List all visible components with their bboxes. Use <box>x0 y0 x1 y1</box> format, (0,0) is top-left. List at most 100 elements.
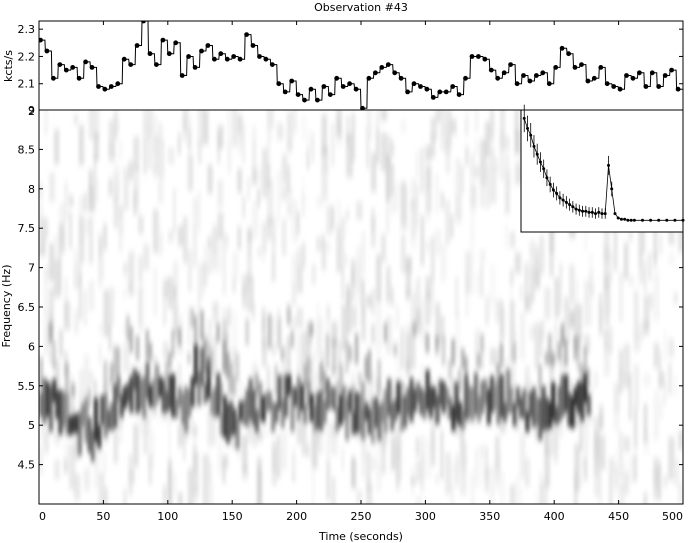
lightcurve-point <box>39 37 43 43</box>
lightcurve-point <box>469 54 475 59</box>
x-tick-label: 0 <box>39 510 46 523</box>
lightcurve-point <box>282 89 288 95</box>
lightcurve-point <box>134 43 140 48</box>
lightcurve-point <box>83 59 88 65</box>
spectrogram-panel: 4.5 5 5.5 6 6.5 7 7.5 8 8.5 9 0 50 100 150 200 250 300 3… <box>0 21 684 543</box>
lightcurve-y-ticks: 2 2.1 2.2 2.3 <box>18 23 683 118</box>
spectrogram-noise <box>39 110 683 504</box>
lightcurve-point <box>579 62 584 67</box>
lightcurve-point <box>115 81 121 87</box>
x-tick-label: 150 <box>222 510 243 523</box>
x-tick-label: 300 <box>415 510 436 523</box>
x-tick-label: 450 <box>608 510 629 523</box>
lightcurve-point <box>315 97 320 103</box>
chart-title: Observation #43 <box>314 1 408 14</box>
lightcurve-point <box>379 65 385 70</box>
lightcurve-point <box>166 51 172 57</box>
lightcurve-point <box>649 70 655 76</box>
lightcurve-point <box>482 56 488 62</box>
lightcurve-point <box>108 84 114 89</box>
lightcurve-series <box>39 21 683 111</box>
lightcurve-point <box>160 37 166 43</box>
lightcurve-point <box>591 75 597 81</box>
lightcurve-point <box>128 62 134 67</box>
y-axis-label: Frequency (Hz) <box>0 265 13 348</box>
y-tick-label: 5 <box>28 419 35 432</box>
y-tick-label: 8.5 <box>18 143 36 156</box>
lightcurve-point <box>179 73 185 78</box>
x-tick-label: 250 <box>351 510 372 523</box>
y-tick-label: 8 <box>28 183 35 196</box>
lightcurve-point <box>476 54 481 59</box>
lightcurve-point <box>669 67 674 73</box>
x-tick-label: 50 <box>96 510 110 523</box>
lightcurve-line <box>39 21 683 109</box>
lightcurve-point <box>398 75 404 81</box>
x-tick-label: 350 <box>479 510 500 523</box>
inset-series <box>522 104 685 222</box>
lightcurve-point <box>289 78 295 84</box>
lightcurve-point <box>418 84 423 89</box>
lightcurve-point <box>218 51 224 57</box>
lightcurve-point <box>637 70 642 76</box>
spectrogram-y-ticks: 4.5 5 5.5 6 6.5 7 7.5 8 8.5 9 <box>18 104 683 472</box>
lightcurve-point <box>604 81 610 87</box>
lightcurve-point <box>572 65 578 70</box>
lightcurve-point <box>514 81 520 87</box>
lightcurve-point <box>373 70 378 76</box>
lightcurve-panel: 2 2.1 2.2 2.3 kcts/s <box>2 20 684 118</box>
lightcurve-point <box>366 75 372 81</box>
x-tick-label: 500 <box>662 510 683 523</box>
lightcurve-point <box>443 89 449 95</box>
y-tick-label: 6 <box>28 340 35 353</box>
inset-line <box>523 118 683 221</box>
lightcurve-point <box>424 86 430 92</box>
x-tick-label: 100 <box>157 510 178 523</box>
lightcurve-point <box>643 84 649 89</box>
lightcurve-y-label: kcts/s <box>2 50 15 82</box>
lightcurve-point <box>566 51 571 57</box>
y-tick-label: 4.5 <box>18 459 36 472</box>
lightcurve-point <box>63 67 69 73</box>
lightcurve-point <box>662 73 668 78</box>
lightcurve-point <box>269 62 275 67</box>
lightcurve-point <box>70 65 76 70</box>
lightcurve-point <box>630 75 636 81</box>
lightcurve-point <box>617 86 623 92</box>
lightcurve-y-tick-label: 2.3 <box>18 23 36 36</box>
lightcurve-point <box>559 45 565 51</box>
lightcurve-point <box>154 62 159 67</box>
lightcurve-point <box>141 21 146 24</box>
spectrogram-heatmap <box>39 110 683 504</box>
lightcurve-point <box>521 73 526 78</box>
lightcurve-point <box>212 56 217 62</box>
lightcurve-y-tick-label: 2 <box>28 105 35 118</box>
lightcurve-point <box>353 86 359 92</box>
y-tick-label: 7 <box>28 262 35 275</box>
inset-panel <box>520 104 685 233</box>
lightcurve-point <box>76 75 82 81</box>
lightcurve-point <box>656 84 662 89</box>
lightcurve-point <box>321 84 327 89</box>
lightcurve-point <box>57 62 63 67</box>
lightcurve-point <box>295 92 301 97</box>
lightcurve-point <box>231 54 237 59</box>
lightcurve-point <box>675 86 681 92</box>
lightcurve-point <box>347 81 352 87</box>
x-tick-label: 200 <box>286 510 307 523</box>
lightcurve-point <box>463 75 468 81</box>
lightcurve-point <box>186 54 192 59</box>
lightcurve-point <box>244 32 250 37</box>
spectrogram-x-ticks: 0 50 100 150 200 250 300 350 400 450 500 <box>38 21 684 523</box>
lightcurve-point <box>508 62 513 67</box>
lightcurve-point <box>205 43 211 48</box>
y-tick-label: 9 <box>28 104 35 117</box>
lightcurve-point <box>411 81 417 87</box>
y-tick-label: 7.5 <box>18 222 36 235</box>
lightcurve-point <box>250 43 256 48</box>
lightcurve-point <box>192 65 198 70</box>
lightcurve-y-tick-label: 2.1 <box>18 78 36 91</box>
lightcurve-point <box>276 81 282 87</box>
lightcurve-point <box>96 84 101 89</box>
